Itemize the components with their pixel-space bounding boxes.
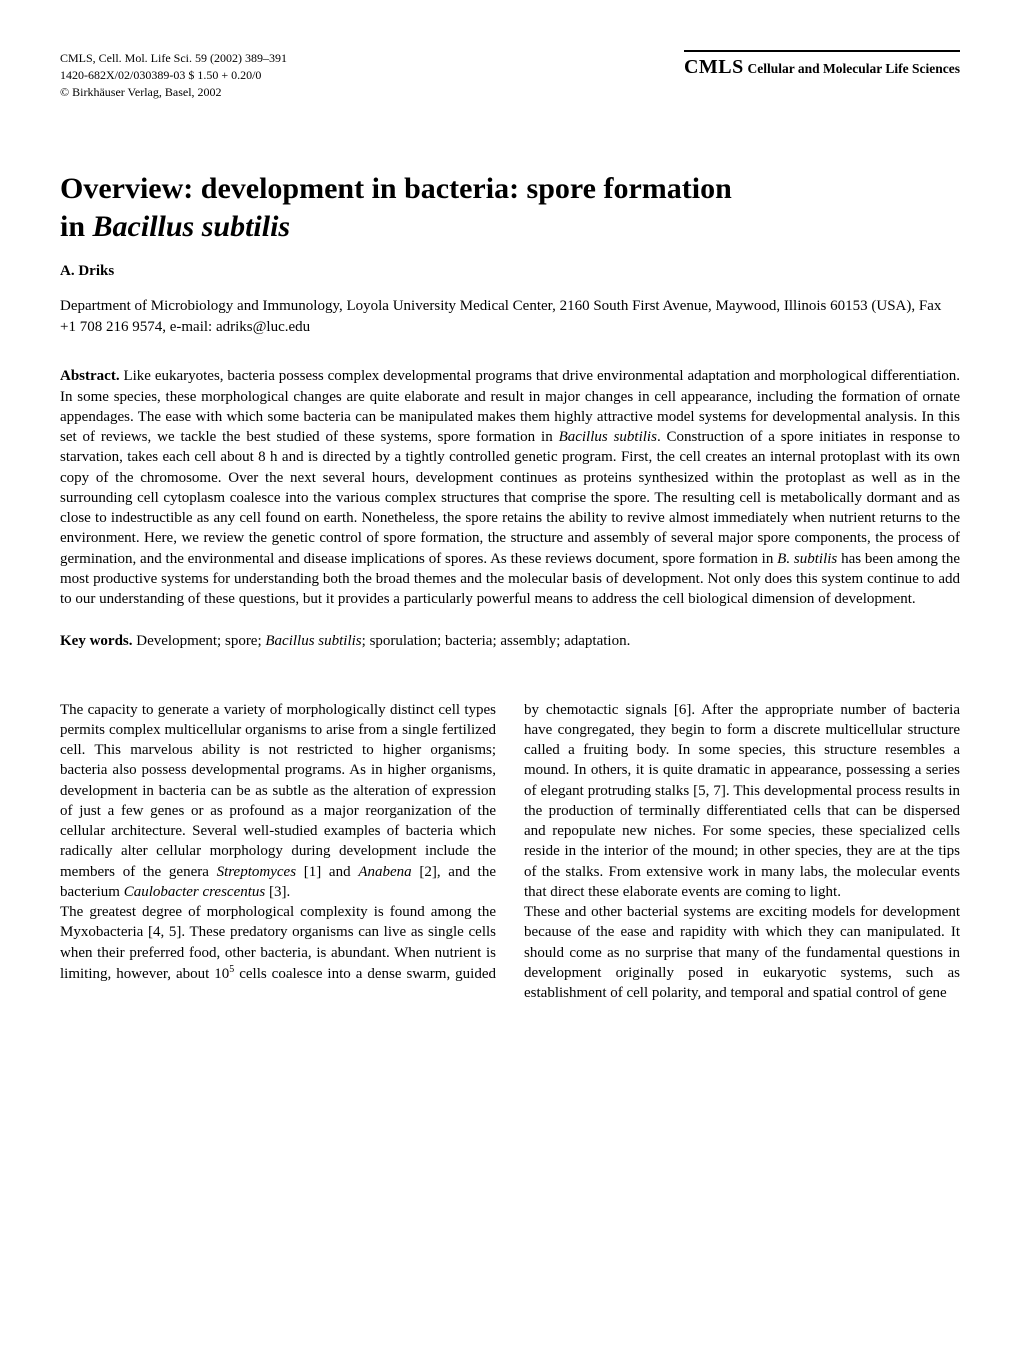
- author-name: A. Driks: [60, 263, 960, 280]
- title-line2-prefix: in: [60, 210, 93, 243]
- abstract-italic: B. subtilis: [777, 551, 837, 567]
- journal-name-block: CMLS Cellular and Molecular Life Science…: [684, 50, 960, 79]
- author-affiliation: Department of Microbiology and Immunolog…: [60, 296, 960, 338]
- citation-block: CMLS, Cell. Mol. Life Sci. 59 (2002) 389…: [60, 50, 287, 100]
- article-title: Overview: development in bacteria: spore…: [60, 170, 960, 245]
- journal-full-name: Cellular and Molecular Life Sciences: [748, 61, 960, 76]
- journal-abbrev: CMLS: [684, 56, 744, 78]
- citation-line: © Birkhäuser Verlag, Basel, 2002: [60, 84, 287, 101]
- keywords-text: ; sporulation; bacteria; assembly; adapt…: [362, 633, 631, 649]
- title-line1: Overview: development in bacteria: spore…: [60, 172, 732, 205]
- keywords-label: Key words.: [60, 633, 133, 649]
- body-italic: Caulobacter crescentus: [124, 884, 266, 900]
- citation-line: 1420-682X/02/030389-03 $ 1.50 + 0.20/0: [60, 67, 287, 84]
- body-text: The capacity to generate a variety of mo…: [60, 700, 960, 1004]
- page-header: CMLS, Cell. Mol. Life Sci. 59 (2002) 389…: [60, 50, 960, 100]
- abstract-label: Abstract.: [60, 368, 120, 384]
- keywords: Key words. Development; spore; Bacillus …: [60, 631, 960, 651]
- title-line2-italic: Bacillus subtilis: [93, 210, 291, 243]
- body-text-run: [1] and: [296, 864, 358, 880]
- body-paragraph: These and other bacterial systems are ex…: [524, 902, 960, 1003]
- abstract: Abstract. Like eukaryotes, bacteria poss…: [60, 366, 960, 609]
- citation-line: CMLS, Cell. Mol. Life Sci. 59 (2002) 389…: [60, 50, 287, 67]
- abstract-text: . Construction of a spore initiates in r…: [60, 429, 960, 567]
- body-text-run: These and other bacterial systems are ex…: [524, 904, 960, 1001]
- keywords-text: Development; spore;: [133, 633, 266, 649]
- body-italic: Anabena: [358, 864, 411, 880]
- body-italic: Streptomyces: [217, 864, 296, 880]
- abstract-italic: Bacillus subtilis: [559, 429, 657, 445]
- body-paragraph: The capacity to generate a variety of mo…: [60, 700, 496, 903]
- body-text-run: [3].: [265, 884, 290, 900]
- body-text-run: The capacity to generate a variety of mo…: [60, 702, 496, 880]
- keywords-italic: Bacillus subtilis: [265, 633, 361, 649]
